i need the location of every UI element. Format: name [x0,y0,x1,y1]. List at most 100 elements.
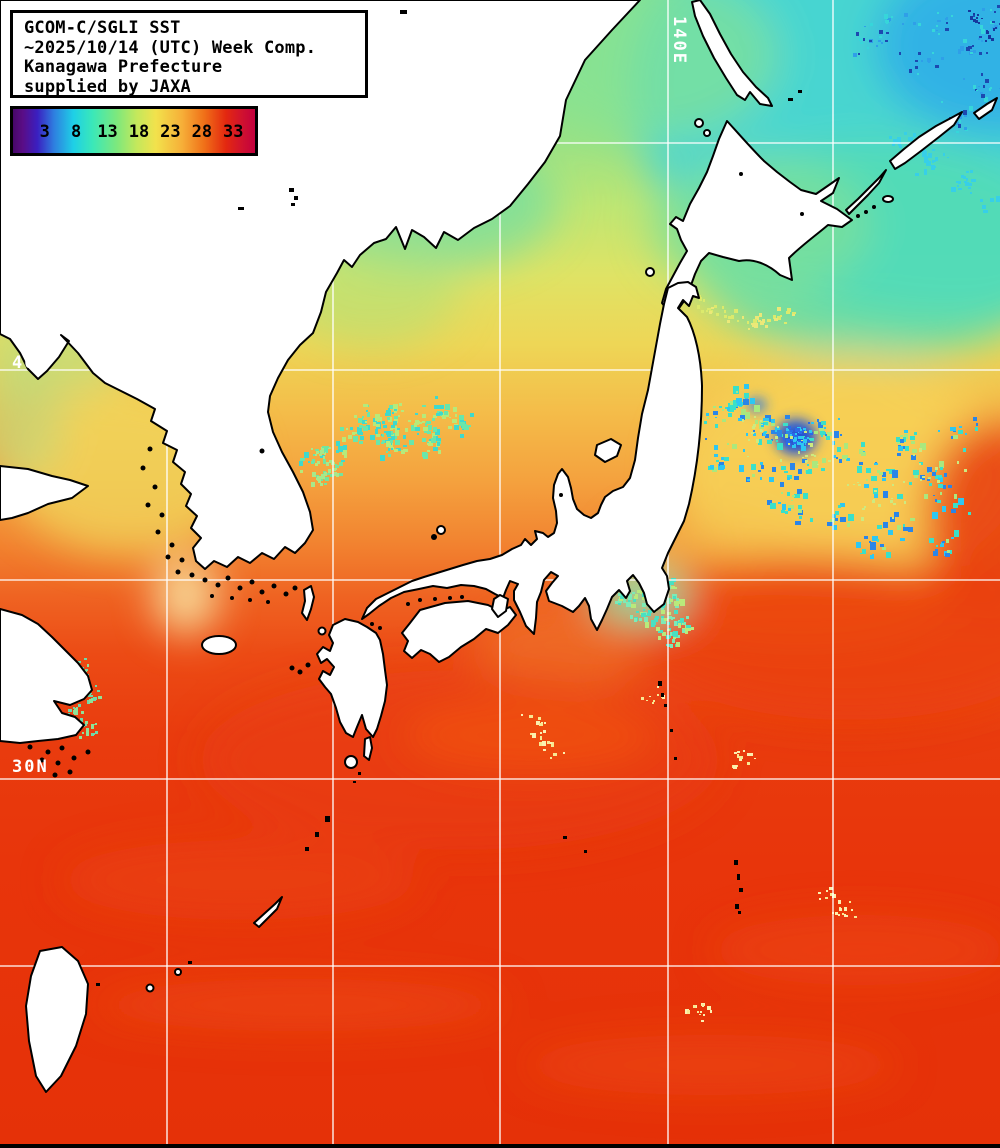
sst-speckle [927,467,932,472]
sst-speckle [88,695,90,697]
sst-speckle [777,443,783,450]
sst-speckle [383,425,387,428]
sst-speckle [676,598,679,601]
sst-speckle [751,323,755,325]
sst-speckle [958,181,961,184]
sst-speckle [747,479,750,481]
landmass-honshu [361,281,703,635]
sst-speckle [715,424,718,428]
sst-speckle [844,443,848,449]
sst-speckle [311,482,315,487]
sst-speckle [667,598,671,604]
sst-speckle [975,20,978,23]
sst-speckle [521,714,523,716]
sst-speckle [736,391,738,393]
sst-speckle [360,436,364,440]
sst-speckle [424,430,429,433]
colorbar-tick-18: 18 [128,122,150,142]
sst-speckle [547,741,550,744]
sst-speckle [908,137,913,141]
sst-speckle [871,476,877,481]
sst-speckle [939,475,942,478]
sst-speckle [375,414,380,421]
sst-speckle [435,429,440,435]
sst-speckle [733,386,739,394]
island-oki [436,525,446,535]
sst-speckle [433,429,437,432]
sst-speckle [335,465,339,468]
sst-speckle [932,512,938,519]
sst-speckle [737,320,739,322]
sst-speckle [864,26,866,27]
sst-speckle [929,483,932,486]
sst-speckle [810,518,813,522]
sst-speckle [633,599,636,602]
sst-speckle [336,441,340,446]
sst-speckle [853,53,857,57]
sst-speckle [766,434,769,438]
sst-speckle [396,448,401,451]
sst-speckle [917,73,919,75]
sst-speckle [653,700,655,702]
sst-speckle [540,736,542,738]
sst-speckle [897,525,901,530]
sst-speckle [758,320,761,322]
sst-speckle [701,310,704,313]
sst-speckle [775,436,778,439]
sst-speckle [781,466,786,470]
sst-speckle [401,450,405,454]
sst-speckle [885,20,889,23]
sst-speckle [874,490,877,492]
sst-speckle [315,449,319,451]
sst-speckle [618,603,621,605]
sst-speckle [336,450,339,453]
sst-speckle [422,414,426,418]
sst-speckle [427,450,430,452]
sst-speckle [954,494,957,499]
sst-speckle [935,549,938,551]
sst-speckle [382,421,385,424]
sst-speckle [87,664,89,667]
sst-speckle [874,463,878,465]
sst-speckle [937,12,939,14]
sst-speckle [746,433,748,436]
island-rishiri [694,118,704,128]
sst-speckle [391,425,395,428]
sst-speckle [985,40,987,42]
sst-speckle [722,306,724,309]
sst-speckle [947,157,949,158]
sst-speckle [91,724,94,729]
sst-speckle [958,498,964,505]
sst-speckle [978,22,980,24]
sst-speckle [891,16,893,18]
island-sado [594,438,622,463]
sst-speckle [820,431,825,435]
sst-speckle [380,455,385,461]
sst-speckle [739,465,744,472]
sst-speckle [981,94,985,98]
sst-speckle [740,415,745,420]
sst-speckle [433,415,437,418]
sst-speckle [961,175,964,178]
sst-speckle [341,460,345,462]
sst-speckle [787,308,791,312]
sst-speckle [911,441,915,444]
sst-speckle [840,517,846,522]
sst-speckle [988,35,991,39]
sst-speckle [870,555,874,559]
sst-speckle [860,553,862,554]
sst-speckle [896,437,900,442]
sst-speckle [981,40,983,42]
sst-speckle [947,550,950,553]
sst-speckle [884,14,888,19]
sst-speckle [464,425,469,430]
sst-speckle [85,721,88,724]
sst-speckle [637,590,641,593]
sst-speckle [91,733,94,736]
sst-speckle [904,501,906,504]
sst-speckle [807,464,809,466]
sst-speckle [944,473,947,477]
sst-speckle [902,23,904,25]
sst-speckle [950,427,956,431]
sst-speckle [711,307,714,309]
